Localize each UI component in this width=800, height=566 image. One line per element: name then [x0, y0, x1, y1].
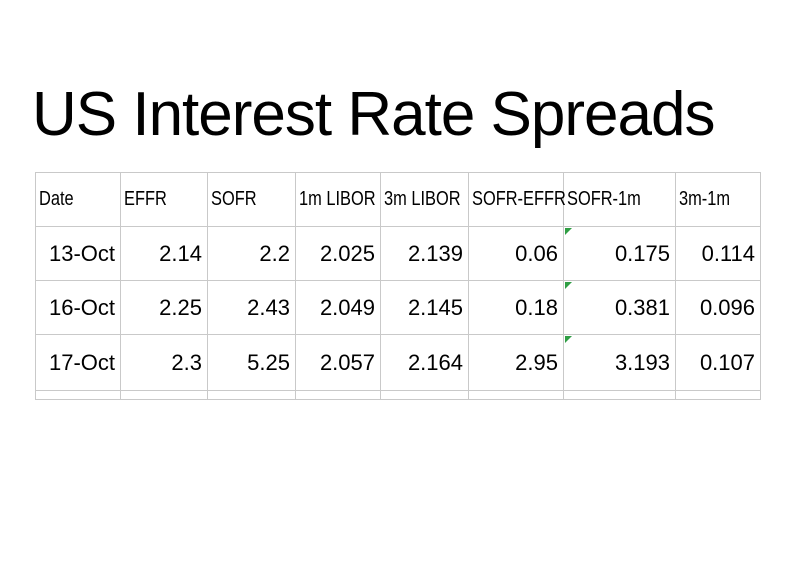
cell-sofr: 5.25 — [208, 335, 296, 391]
cell-sofr-1m: 0.381 — [564, 281, 676, 335]
column-header-label: Date — [39, 188, 74, 210]
column-header-effr: EFFR — [121, 173, 208, 227]
column-header-3m-1m: 3m-1m — [676, 173, 761, 227]
cell-date: 17-Oct — [36, 335, 121, 391]
column-header-label: 3m LIBOR — [384, 188, 461, 210]
cell-1m-libor: 2.025 — [296, 227, 381, 281]
cell-value: 0.175 — [614, 240, 670, 266]
empty-cell — [208, 391, 296, 400]
column-header-sofr-effr: SOFR-EFFR — [469, 173, 566, 227]
column-header-label: SOFR-1m — [567, 188, 641, 210]
empty-cell — [36, 391, 121, 400]
cell-value: 0.381 — [614, 294, 670, 320]
page-title: US Interest Rate Spreads — [32, 80, 715, 149]
cell-effr: 2.3 — [121, 335, 208, 391]
cell-effr: 2.25 — [121, 281, 208, 335]
column-header-sofr: SOFR — [208, 173, 296, 227]
cell-date: 16-Oct — [36, 281, 121, 335]
rates-table: Date EFFR SOFR 1m LIBOR 3m LIBOR SOFR-EF… — [35, 172, 761, 400]
cell-sofr-1m: 0.175 — [564, 227, 676, 281]
column-header-1m-libor: 1m LIBOR — [296, 173, 381, 227]
empty-cell — [296, 391, 381, 400]
error-indicator-icon — [565, 336, 572, 343]
column-header-label: SOFR — [211, 188, 257, 210]
column-header-3m-libor: 3m LIBOR — [381, 173, 469, 227]
column-header-label: SOFR-EFFR — [472, 188, 566, 210]
column-header-label: 3m-1m — [679, 188, 731, 210]
cell-1m-libor: 2.049 — [296, 281, 381, 335]
cell-3m-1m: 0.114 — [676, 227, 761, 281]
cell-value: 3.193 — [614, 349, 670, 375]
column-header-date: Date — [36, 173, 121, 227]
cell-sofr-effr: 0.18 — [469, 281, 564, 335]
column-header-label: 1m LIBOR — [299, 188, 376, 210]
empty-cell — [676, 391, 761, 400]
cell-3m-libor: 2.164 — [381, 335, 469, 391]
cell-sofr-effr: 2.95 — [469, 335, 564, 391]
cell-date: 13-Oct — [36, 227, 121, 281]
error-indicator-icon — [565, 228, 572, 235]
cell-effr: 2.14 — [121, 227, 208, 281]
cell-sofr-1m: 3.193 — [564, 335, 676, 391]
empty-cell — [121, 391, 208, 400]
empty-cell — [469, 391, 564, 400]
cell-sofr: 2.43 — [208, 281, 296, 335]
error-indicator-icon — [565, 282, 572, 289]
cell-1m-libor: 2.057 — [296, 335, 381, 391]
cell-3m-1m: 0.107 — [676, 335, 761, 391]
empty-cell — [564, 391, 676, 400]
cell-3m-libor: 2.145 — [381, 281, 469, 335]
column-header-label: EFFR — [124, 188, 167, 210]
cell-sofr: 2.2 — [208, 227, 296, 281]
cell-3m-libor: 2.139 — [381, 227, 469, 281]
empty-cell — [381, 391, 469, 400]
cell-sofr-effr: 0.06 — [469, 227, 564, 281]
column-header-sofr-1m: SOFR-1m — [564, 173, 676, 227]
cell-3m-1m: 0.096 — [676, 281, 761, 335]
